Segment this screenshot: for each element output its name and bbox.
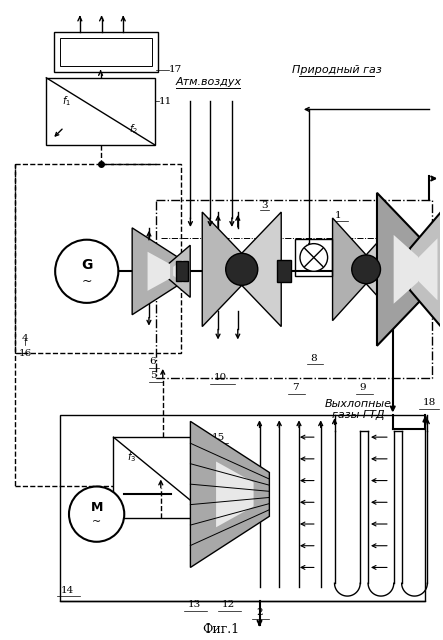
Polygon shape — [418, 238, 438, 300]
Polygon shape — [333, 218, 366, 321]
Text: G: G — [81, 259, 93, 273]
Text: $f_1$: $f_1$ — [62, 95, 71, 108]
Polygon shape — [242, 212, 281, 326]
Bar — [60, 38, 152, 66]
Text: 7: 7 — [292, 383, 298, 392]
Text: 12: 12 — [222, 600, 234, 609]
Text: 4: 4 — [21, 334, 28, 343]
Polygon shape — [410, 200, 443, 338]
Polygon shape — [169, 245, 190, 298]
Text: 15: 15 — [211, 433, 225, 442]
Text: 10: 10 — [214, 373, 227, 383]
Polygon shape — [202, 212, 242, 326]
Text: ~: ~ — [82, 275, 92, 287]
Circle shape — [352, 255, 381, 284]
Text: M: M — [90, 500, 103, 514]
Bar — [60, 415, 425, 601]
Circle shape — [300, 244, 328, 271]
Polygon shape — [148, 252, 170, 291]
Text: Природный газ: Природный газ — [291, 65, 381, 75]
Text: 1: 1 — [335, 211, 342, 220]
Bar — [156, 200, 432, 378]
Polygon shape — [216, 461, 253, 527]
Text: 9: 9 — [360, 383, 366, 392]
Text: $f_3$: $f_3$ — [127, 450, 136, 464]
Text: ~: ~ — [92, 517, 101, 527]
Bar — [113, 437, 212, 518]
Text: 18: 18 — [423, 398, 436, 407]
Text: Выхлопные
газы ГТД: Выхлопные газы ГТД — [325, 399, 392, 420]
Text: 16: 16 — [19, 349, 32, 358]
Text: 6: 6 — [150, 356, 156, 365]
Text: 3: 3 — [261, 201, 268, 210]
Text: 8: 8 — [311, 354, 317, 363]
Text: 11: 11 — [159, 97, 172, 106]
Bar — [54, 33, 158, 72]
Bar — [175, 261, 188, 281]
Circle shape — [69, 486, 124, 542]
Text: $f_2$: $f_2$ — [128, 122, 138, 136]
Text: 5: 5 — [150, 371, 156, 380]
Circle shape — [225, 253, 258, 285]
Polygon shape — [190, 421, 269, 568]
Polygon shape — [377, 193, 428, 346]
Bar — [46, 78, 155, 145]
Text: 17: 17 — [169, 65, 182, 74]
Circle shape — [55, 240, 118, 303]
Bar — [277, 260, 291, 282]
Polygon shape — [173, 260, 183, 283]
Polygon shape — [366, 218, 400, 321]
Text: 2: 2 — [256, 609, 263, 618]
Text: Фиг.1: Фиг.1 — [202, 623, 240, 636]
Polygon shape — [132, 228, 179, 315]
Polygon shape — [394, 235, 418, 304]
Text: $f_1$: $f_1$ — [191, 493, 200, 508]
Text: 14: 14 — [60, 586, 74, 595]
Bar — [295, 239, 332, 276]
Bar — [15, 164, 181, 353]
Text: Атм.воздух: Атм.воздух — [175, 77, 241, 87]
Text: 13: 13 — [188, 600, 201, 609]
